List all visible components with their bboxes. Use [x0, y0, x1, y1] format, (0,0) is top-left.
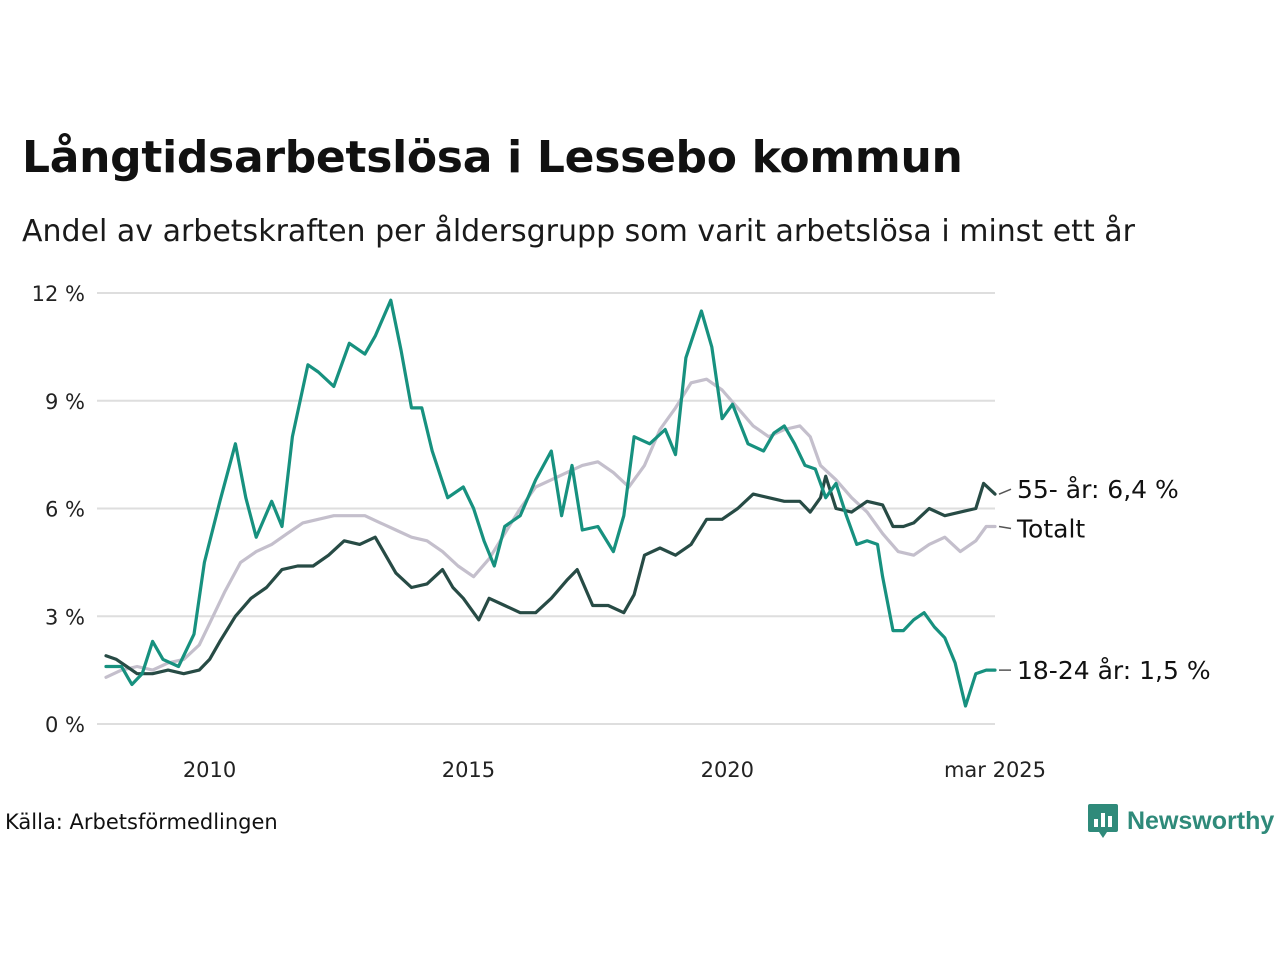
x-tick-label: 2015 — [442, 758, 495, 782]
x-tick-label: 2010 — [183, 758, 236, 782]
newsworthy-bar-chart-icon — [1088, 804, 1118, 838]
x-tick-label: 2020 — [701, 758, 754, 782]
y-tick-label: 12 % — [32, 282, 85, 306]
y-tick-label: 0 % — [45, 713, 85, 737]
y-axis: 0 % 3 % 6 % 9 % 12 % — [32, 282, 85, 737]
label-leader-55plus — [998, 488, 1012, 495]
series-lines — [104, 298, 997, 708]
x-axis: 2010 2015 2020 mar 2025 — [183, 758, 1046, 782]
chart-subtitle: Andel av arbetskraften per åldersgrupp s… — [22, 214, 1135, 249]
y-tick-label: 6 % — [45, 498, 85, 522]
label-leader-totalt — [998, 525, 1012, 530]
grid-lines — [97, 292, 995, 725]
logo-text: Newsworthy — [1127, 806, 1275, 835]
series-line-18-24 — [104, 298, 997, 708]
series-label-55plus: 55- år: 6,4 % — [1017, 475, 1179, 504]
series-end-labels: Totalt 55- år: 6,4 % 18-24 år: 1,5 % — [998, 475, 1211, 685]
line-chart: 0 % 3 % 6 % 9 % 12 % 2010 2015 2020 mar 2025 To… — [32, 282, 1211, 782]
y-tick-label: 9 % — [45, 390, 85, 414]
chart-title: Långtidsarbetslösa i Lessebo kommun — [22, 132, 963, 183]
series-label-totalt: Totalt — [1016, 514, 1085, 543]
series-line-totalt — [104, 377, 997, 679]
newsworthy-logo[interactable]: Newsworthy — [1087, 802, 1274, 840]
y-tick-label: 3 % — [45, 605, 85, 629]
source-note: Källa: Arbetsförmedlingen — [5, 810, 278, 834]
series-line-55plus — [104, 474, 997, 676]
x-tick-label: mar 2025 — [944, 758, 1046, 782]
series-label-18-24: 18-24 år: 1,5 % — [1017, 656, 1211, 685]
